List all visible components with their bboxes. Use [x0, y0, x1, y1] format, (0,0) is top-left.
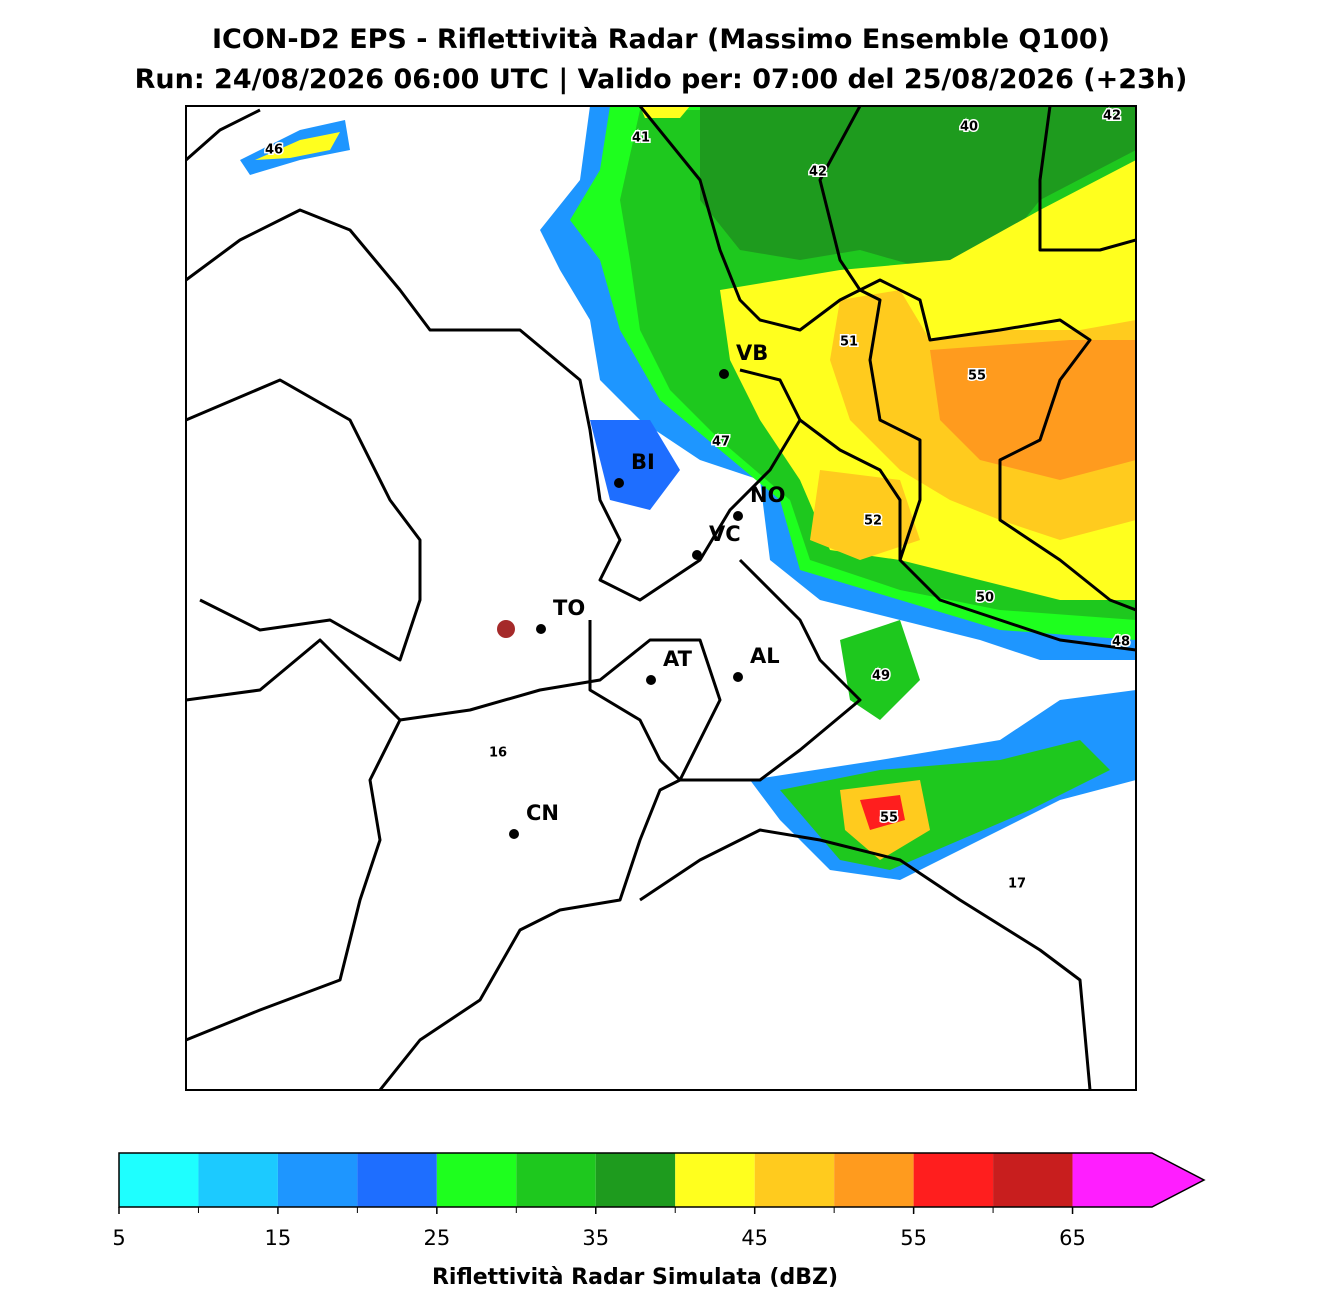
city-label: VC [709, 522, 741, 546]
city-label: BI [631, 450, 655, 474]
colorbar-label: Riflettività Radar Simulata (dBZ) [432, 1265, 838, 1290]
max-label: 50 [976, 591, 994, 606]
colorbar-tick-label: 35 [582, 1226, 609, 1250]
colorbar-swatch [913, 1153, 994, 1207]
city-dot [509, 829, 519, 839]
city-label: CN [526, 801, 559, 825]
colorbar-swatch [675, 1153, 755, 1207]
city-dot [719, 369, 729, 379]
colorbar-tick-label: 65 [1059, 1226, 1086, 1250]
max-label: 52 [864, 514, 882, 529]
max-label: 42 [1103, 109, 1121, 124]
radar-field [240, 106, 1136, 880]
max-label: 51 [840, 335, 858, 350]
city-label: VB [736, 341, 768, 365]
colorbar-swatch [119, 1153, 199, 1207]
max-label: 42 [809, 165, 827, 180]
max-label: 17 [1008, 877, 1026, 892]
max-label: 40 [960, 120, 978, 135]
max-label: 55 [880, 811, 898, 826]
city-label: NO [750, 483, 785, 507]
max-label: 41 [632, 131, 650, 146]
colorbar-tick-label: 45 [741, 1226, 768, 1250]
city-dot [536, 624, 546, 634]
max-label: 48 [1112, 635, 1130, 650]
map-frame [185, 105, 1137, 1091]
location-marker [497, 620, 515, 638]
city-dot [733, 672, 743, 682]
colorbar-swatch [516, 1153, 596, 1207]
colorbar-swatch [993, 1153, 1073, 1207]
colorbar-swatch [277, 1153, 358, 1207]
subtitle: Run: 24/08/2026 06:00 UTC | Valido per: … [135, 64, 1188, 95]
city-label: AL [750, 644, 780, 668]
city-label: AT [663, 647, 693, 671]
max-label: 16 [489, 746, 507, 761]
colorbar-extend [1072, 1153, 1204, 1207]
city-dot [733, 511, 743, 521]
colorbar-swatch [198, 1153, 278, 1207]
city-dot [692, 550, 702, 560]
max-label: 46 [265, 143, 283, 158]
city-label: TO [553, 596, 585, 620]
max-label: 47 [712, 435, 730, 450]
city-dot [614, 478, 624, 488]
max-label: 49 [872, 669, 890, 684]
title: ICON-D2 EPS - Riflettività Radar (Massim… [212, 24, 1110, 55]
colorbar-outline [118, 1152, 1206, 1208]
colorbar-swatch [754, 1153, 835, 1207]
colorbar-swatch [834, 1153, 914, 1207]
borders [186, 106, 1136, 1090]
max-label: 55 [968, 369, 986, 384]
colorbar-swatch [595, 1153, 676, 1207]
colorbar-tick-label: 5 [112, 1226, 125, 1250]
colorbar-tick-label: 15 [265, 1226, 292, 1250]
colorbar-swatch [357, 1153, 437, 1207]
colorbar-tick-label: 25 [423, 1226, 450, 1250]
city-dot [646, 675, 656, 685]
colorbar-swatch [436, 1153, 517, 1207]
colorbar-tick-label: 55 [900, 1226, 927, 1250]
